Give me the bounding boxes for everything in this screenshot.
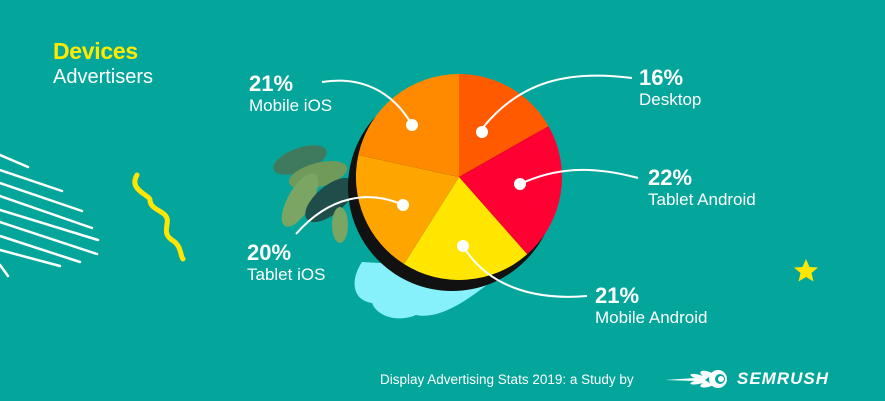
slice-tablet-ios [355, 155, 459, 264]
semrush-logo: SEMRUSH [665, 368, 829, 390]
category: Tablet iOS [247, 265, 326, 284]
slice-tablet-android [459, 126, 563, 255]
chart-title: Devices [53, 38, 138, 64]
star-icon [794, 259, 818, 282]
slice-mobile-android [404, 177, 528, 280]
label-tablet-android: 22% Tablet Android [648, 166, 756, 210]
brand-name: SEMRUSH [737, 369, 830, 388]
slice-desktop [459, 74, 549, 177]
category: Desktop [639, 90, 702, 109]
chart-subtitle: Advertisers [53, 66, 154, 88]
label-mobile-ios: 21% Mobile iOS [249, 72, 332, 116]
value: 21% [249, 71, 294, 96]
semrush-fireball-icon [665, 370, 727, 388]
pie-slices [355, 73, 563, 280]
leaves-decoration [273, 145, 355, 243]
category: Mobile iOS [249, 96, 333, 115]
value: 16% [639, 65, 684, 90]
callout-dots [397, 119, 526, 252]
value: 20% [247, 240, 292, 265]
value: 22% [648, 165, 693, 190]
category: Mobile Android [595, 308, 708, 327]
squiggle-decoration [132, 172, 186, 262]
hatch-lines-decoration [0, 153, 100, 278]
category: Tablet Android [648, 190, 756, 209]
callout-connectors [295, 74, 639, 298]
source-caption: Display Advertising Stats 2019: a Study … [380, 372, 634, 387]
label-mobile-android: 21% Mobile Android [595, 284, 707, 328]
label-desktop: 16% Desktop [639, 66, 701, 110]
value: 21% [595, 283, 640, 308]
label-tablet-ios: 20% Tablet iOS [247, 241, 325, 285]
